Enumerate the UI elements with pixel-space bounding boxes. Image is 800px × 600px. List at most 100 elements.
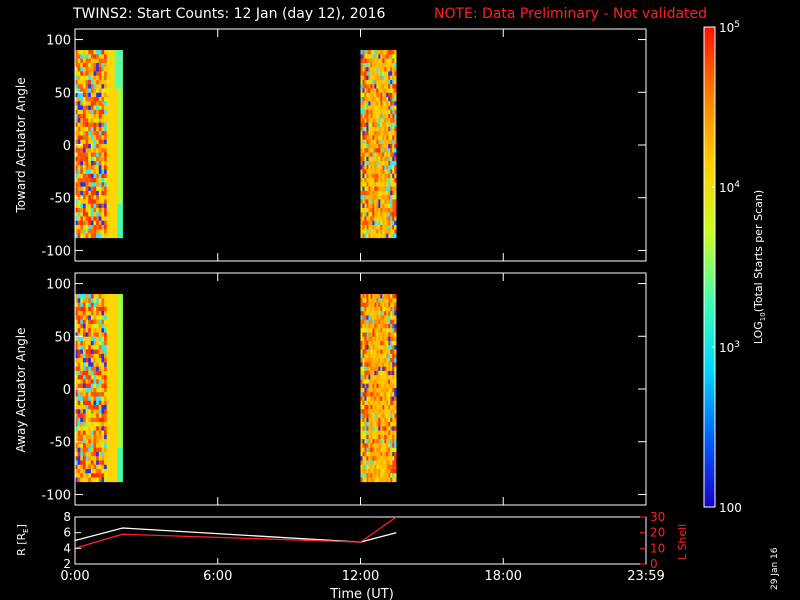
heatmap-cell (360, 405, 363, 410)
heatmap-cell (392, 430, 395, 436)
heatmap-cell (382, 50, 385, 55)
heatmap-cell (109, 220, 113, 226)
heatmap-cell (117, 370, 121, 376)
heatmap-cell (380, 71, 383, 76)
heatmap-cell (376, 443, 379, 448)
heatmap-cell (119, 353, 123, 359)
heatmap-cell (390, 229, 393, 234)
heatmap-cell (96, 362, 100, 367)
heatmap-cell (112, 477, 115, 483)
heatmap-cell (96, 84, 100, 89)
heatmap-cell (85, 101, 89, 106)
heatmap-cell (364, 353, 367, 359)
heatmap-cell (374, 298, 377, 303)
heatmap-cell (372, 190, 375, 196)
heatmap-cell (386, 88, 389, 94)
heatmap-cell (394, 349, 397, 355)
heatmap-cell (85, 75, 89, 81)
heatmap-cell (93, 443, 97, 448)
heatmap-cell (101, 58, 105, 64)
heatmap-cell (88, 233, 92, 239)
heatmap-cell (80, 405, 84, 410)
heatmap-cell (370, 358, 373, 363)
heatmap-cell (90, 430, 94, 436)
heatmap-cell (98, 469, 102, 474)
heatmap-cell (388, 417, 391, 423)
heatmap-cell (119, 182, 123, 187)
heatmap-cell (364, 126, 367, 132)
heatmap-cell (112, 62, 115, 68)
heatmap-cell (366, 460, 369, 466)
heatmap-cell (372, 306, 375, 312)
heatmap-cell (388, 109, 391, 115)
heatmap-cell (85, 464, 89, 470)
heatmap-cell (370, 122, 373, 128)
heatmap-cell (114, 302, 118, 308)
heatmap-cell (85, 220, 89, 226)
heatmap-cell (109, 460, 113, 466)
heatmap-cell (96, 131, 100, 136)
heatmap-cell (362, 97, 365, 102)
heatmap-cell (366, 430, 369, 436)
heatmap-cell (390, 302, 393, 308)
heatmap-cell (80, 161, 84, 166)
heatmap-cell (85, 302, 89, 308)
heatmap-cell (106, 409, 110, 414)
heatmap-cell (384, 409, 387, 414)
heatmap-cell (109, 182, 113, 187)
heatmap-cell (96, 139, 100, 145)
heatmap-cell (106, 417, 110, 423)
heatmap-cell (112, 152, 115, 158)
heatmap-cell (368, 464, 371, 470)
heatmap-cell (384, 79, 387, 85)
heatmap-cell (119, 92, 123, 98)
heatmap-cell (114, 67, 118, 72)
heatmap-cell (374, 216, 377, 222)
heatmap-cell (101, 220, 105, 226)
heatmap-cell (119, 186, 123, 192)
heatmap-cell (378, 319, 381, 325)
heatmap-cell (88, 477, 92, 483)
heatmap-cell (360, 122, 363, 128)
heatmap-cell (384, 203, 387, 209)
heatmap-cell (360, 169, 363, 175)
heatmap-cell (82, 341, 86, 346)
heatmap-cell (360, 302, 363, 308)
heatmap-cell (386, 118, 389, 123)
heatmap-cell (98, 156, 102, 162)
heatmap-cell (82, 434, 86, 440)
heatmap-cell (372, 366, 375, 372)
heatmap-cell (90, 387, 94, 393)
heatmap-cell (88, 101, 92, 106)
heatmap-cell (114, 294, 118, 299)
heatmap-cell (106, 353, 110, 359)
heatmap-cell (104, 203, 108, 209)
heatmap-cell (366, 122, 369, 128)
heatmap-cell (382, 306, 385, 312)
heatmap-cell (372, 409, 375, 414)
heatmap-cell (382, 199, 385, 204)
heatmap-cell (372, 88, 375, 94)
heatmap-cell (106, 109, 110, 115)
heatmap-cell (82, 199, 86, 204)
heatmap-cell (96, 319, 100, 325)
heatmap-cell (374, 148, 377, 153)
heatmap-cell (374, 97, 377, 102)
heatmap-cell (370, 383, 373, 389)
heatmap-cell (80, 62, 84, 68)
heatmap-cell (90, 212, 94, 217)
heatmap-cell (117, 207, 121, 213)
heatmap-cell (96, 199, 100, 204)
heatmap-cell (109, 362, 113, 367)
heatmap-cell (82, 88, 86, 94)
heatmap-cell (394, 114, 397, 119)
heatmap-cell (362, 379, 365, 384)
heatmap-cell (390, 199, 393, 204)
heatmap-cell (390, 439, 393, 444)
heatmap-cell (88, 105, 92, 111)
heatmap-cell (117, 434, 121, 440)
heatmap-cell (388, 152, 391, 158)
heatmap-cell (75, 84, 78, 89)
heatmap-cell (376, 332, 379, 338)
